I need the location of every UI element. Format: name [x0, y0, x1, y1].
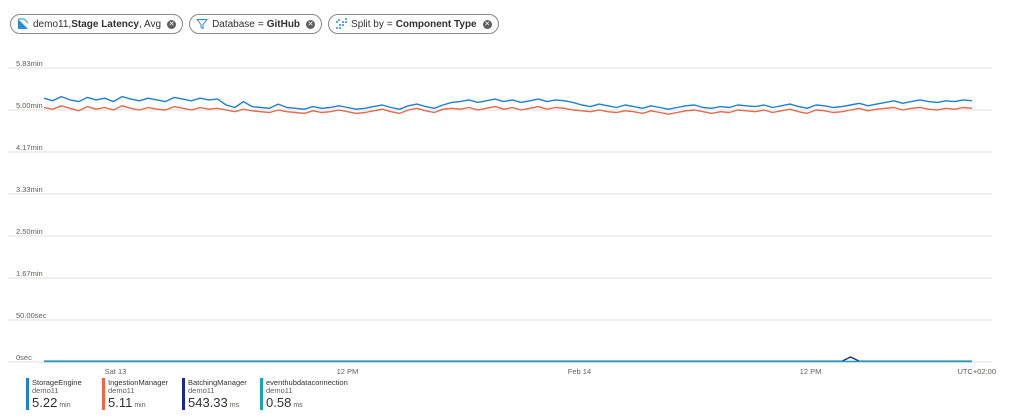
- legend-color-bar: [26, 378, 29, 410]
- y-tick-label: 5.83min: [16, 59, 43, 68]
- x-tick-label: 12 PM: [800, 367, 822, 376]
- chart-grid: [8, 68, 992, 362]
- y-axis-labels: 5.83min 5.00min 4.17min 3.33min 2.50min 1.67m…: [16, 59, 47, 362]
- x-tick-label: Sat 13: [105, 367, 127, 376]
- y-tick-label: 2.50min: [16, 227, 43, 236]
- legend-resource: demo11: [188, 387, 260, 395]
- y-tick-label: 1.67min: [16, 269, 43, 278]
- chart-legend: StorageEngine demo11 5.22 min IngestionMa…: [26, 378, 366, 413]
- series-line-batchingmanager[interactable]: [44, 357, 972, 361]
- legend-value: 5.22 min: [32, 395, 102, 413]
- series-line-storageengine[interactable]: [44, 97, 972, 110]
- legend-value: 0.58 ms: [266, 395, 366, 413]
- y-tick-label: 3.33min: [16, 185, 43, 194]
- y-tick-label: 0sec: [16, 353, 32, 362]
- x-tick-label: 12 PM: [337, 367, 359, 376]
- x-tick-label: Feb 14: [568, 367, 591, 376]
- y-tick-label: 4.17min: [16, 143, 43, 152]
- legend-resource: demo11: [108, 387, 182, 395]
- legend-color-bar: [260, 378, 263, 410]
- legend-item-eventhubdataconnection[interactable]: eventhubdataconnection demo11 0.58 ms: [260, 378, 366, 413]
- legend-resource: demo11: [32, 387, 102, 395]
- legend-value: 543.33 ms: [188, 395, 260, 413]
- x-axis-labels: Sat 13 12 PM Feb 14 12 PM: [105, 367, 822, 376]
- y-tick-label: 5.00min: [16, 101, 43, 110]
- timezone-label: UTC+02:00: [957, 367, 996, 376]
- legend-resource: demo11: [266, 387, 366, 395]
- line-chart[interactable]: 5.83min 5.00min 4.17min 3.33min 2.50min 1.67m…: [0, 0, 1010, 378]
- legend-value: 5.11 min: [108, 395, 182, 413]
- legend-item-batchingmanager[interactable]: BatchingManager demo11 543.33 ms: [182, 378, 260, 413]
- legend-color-bar: [102, 378, 105, 410]
- legend-item-ingestionmanager[interactable]: IngestionManager demo11 5.11 min: [102, 378, 182, 413]
- y-tick-label: 50.00sec: [16, 311, 47, 320]
- legend-color-bar: [182, 378, 185, 410]
- legend-item-storageengine[interactable]: StorageEngine demo11 5.22 min: [26, 378, 102, 413]
- chart-series[interactable]: [44, 97, 972, 362]
